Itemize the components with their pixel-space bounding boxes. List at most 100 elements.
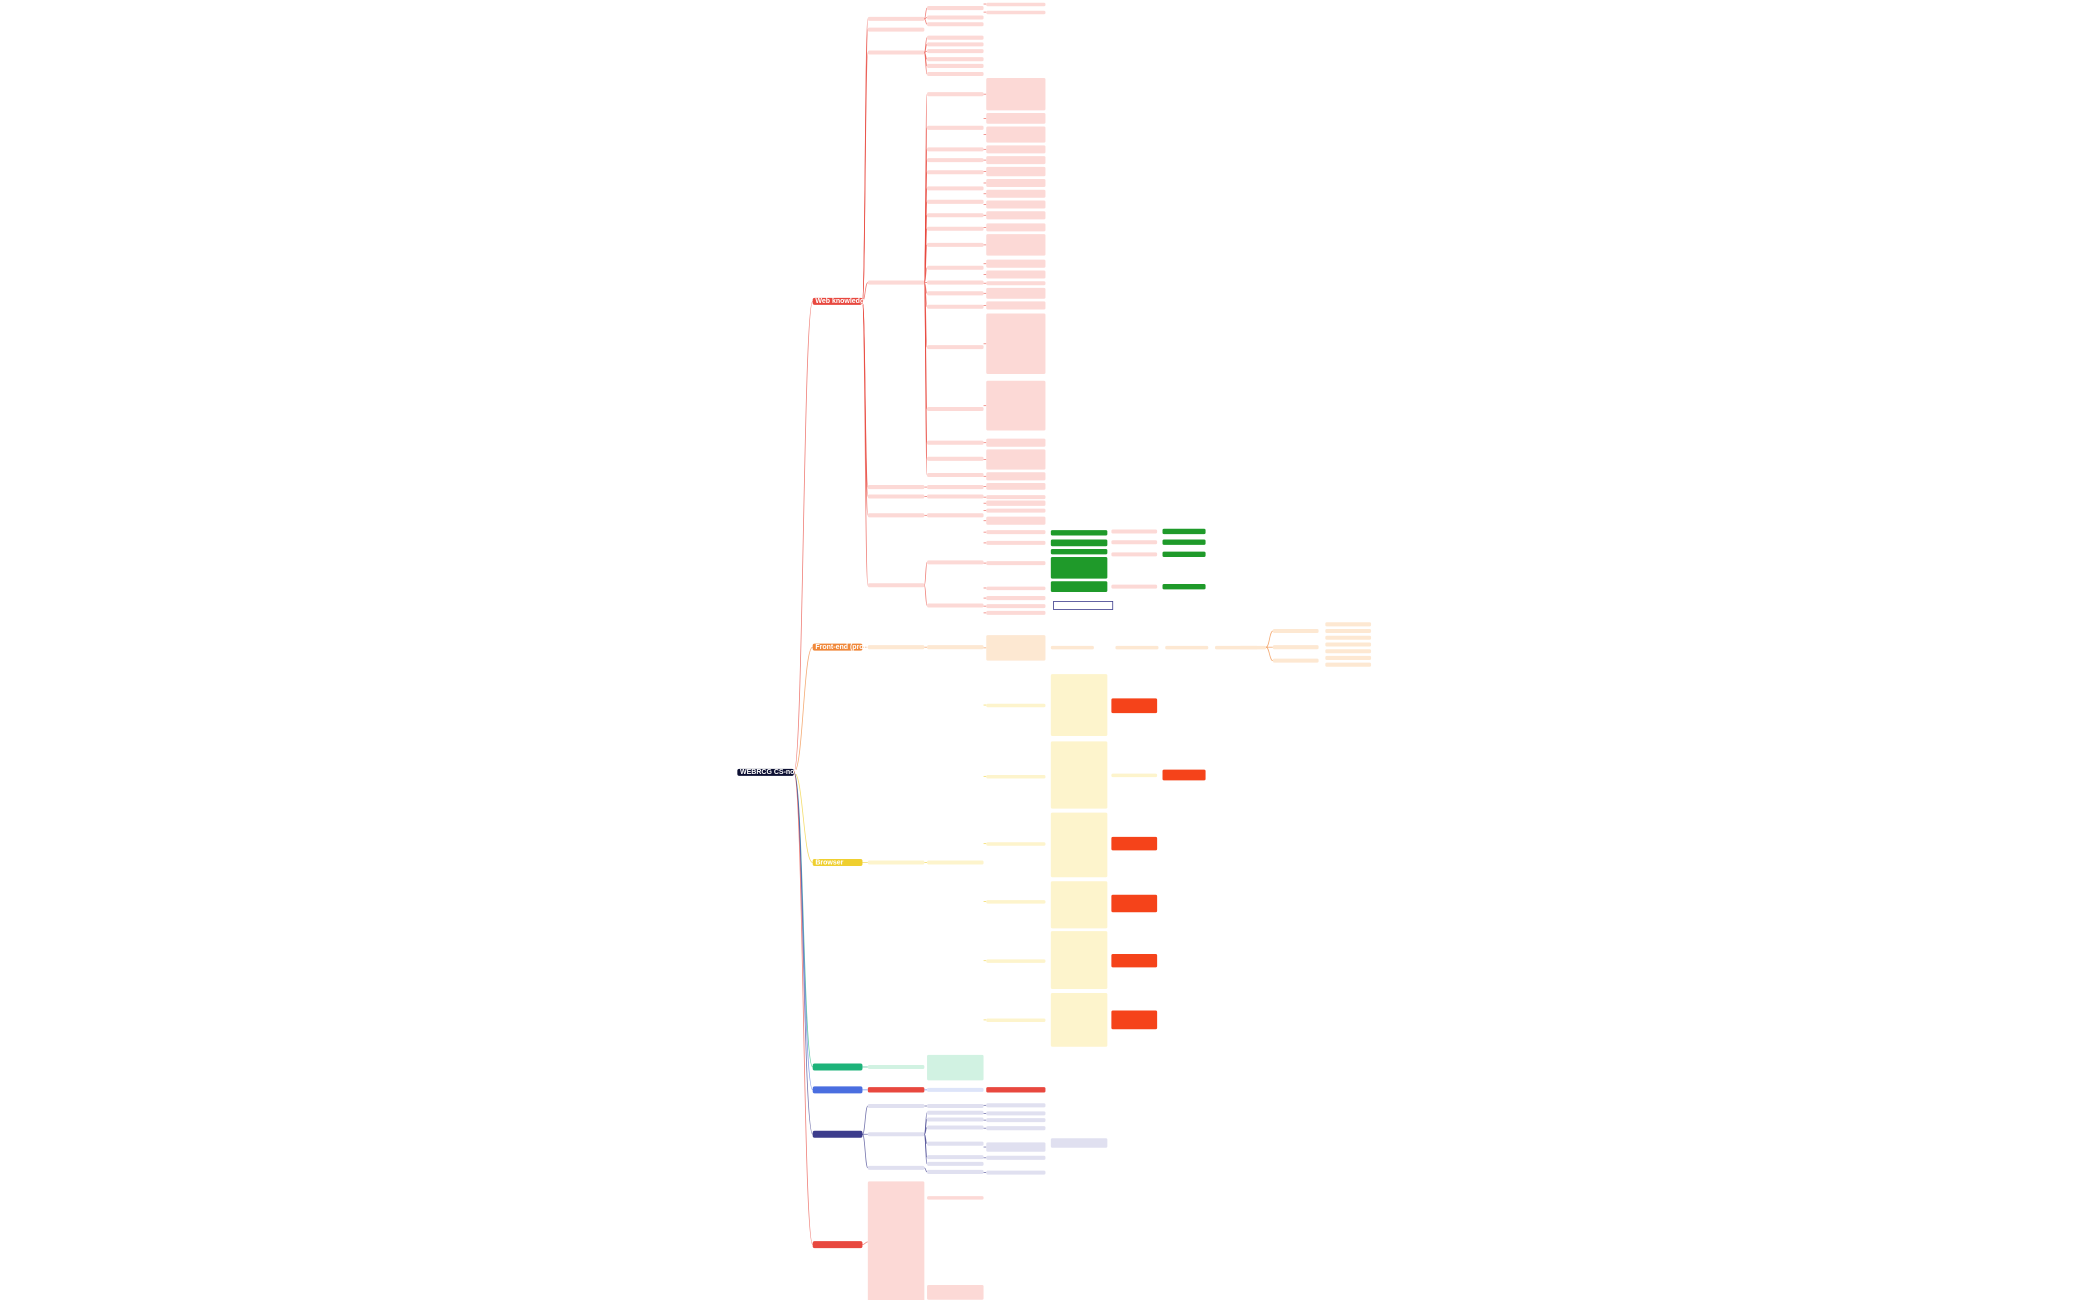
node	[927, 42, 984, 47]
connector	[793, 771, 814, 863]
node	[986, 1118, 1046, 1123]
node	[986, 126, 1046, 143]
node	[867, 1181, 925, 1300]
node	[986, 596, 1046, 601]
node	[1111, 773, 1158, 778]
node	[927, 242, 984, 247]
node	[986, 1126, 1046, 1131]
connector	[923, 52, 928, 75]
node	[1115, 645, 1159, 650]
node	[1050, 557, 1108, 579]
node	[867, 1132, 925, 1137]
node	[867, 1064, 925, 1069]
root-node-label: WEBRCG CS-notes	[740, 769, 805, 776]
node	[1050, 530, 1108, 536]
node	[986, 2, 1046, 7]
node	[1111, 529, 1158, 534]
node	[986, 166, 1046, 177]
branch-node	[812, 1130, 863, 1138]
node	[986, 200, 1046, 209]
node	[927, 15, 984, 20]
node	[986, 775, 1046, 779]
node	[867, 27, 925, 32]
node	[986, 530, 1046, 535]
node	[1325, 662, 1372, 667]
node	[867, 583, 925, 588]
node	[1050, 741, 1108, 809]
node	[927, 456, 984, 461]
node	[1111, 584, 1158, 589]
node	[927, 485, 984, 490]
node	[1325, 622, 1372, 627]
node	[1111, 953, 1158, 968]
node	[986, 610, 1046, 615]
node	[986, 301, 1046, 310]
node	[867, 1087, 925, 1093]
node	[986, 561, 1046, 566]
node	[927, 472, 984, 477]
node	[1050, 1138, 1108, 1148]
connector	[862, 300, 869, 586]
node	[1050, 881, 1108, 929]
connector	[862, 1241, 868, 1245]
connector	[1265, 646, 1274, 662]
node	[986, 281, 1046, 286]
node	[927, 1087, 984, 1092]
node	[986, 438, 1046, 447]
node	[867, 16, 925, 21]
node	[867, 280, 925, 285]
node	[927, 63, 984, 68]
node	[927, 860, 984, 865]
node	[867, 494, 925, 499]
node	[986, 842, 1046, 846]
node	[1325, 642, 1372, 647]
node	[1272, 629, 1319, 634]
connector	[793, 771, 814, 1135]
root-node	[737, 768, 794, 776]
branch-node	[812, 858, 863, 866]
node	[927, 186, 984, 191]
connector	[924, 1167, 928, 1173]
connector	[793, 300, 814, 773]
branch-node	[812, 1063, 863, 1071]
node	[986, 189, 1046, 198]
connector	[923, 282, 928, 476]
node	[927, 645, 984, 650]
node	[927, 603, 984, 608]
branch-node-label: Web knowledge	[815, 298, 868, 305]
node	[927, 1141, 984, 1146]
node	[986, 449, 1046, 470]
node	[986, 380, 1046, 431]
node	[927, 513, 984, 518]
connector	[1265, 630, 1274, 648]
connector	[793, 646, 814, 773]
node	[986, 1111, 1046, 1116]
node	[927, 1103, 984, 1109]
node	[986, 540, 1046, 545]
node	[927, 213, 984, 218]
node	[927, 1169, 984, 1174]
node	[1272, 658, 1319, 663]
node	[927, 1125, 984, 1130]
node	[986, 1142, 1046, 1152]
node	[927, 265, 984, 270]
node	[1325, 655, 1372, 660]
node	[1111, 894, 1158, 913]
node	[927, 1155, 984, 1160]
node	[1050, 581, 1108, 593]
node	[927, 1117, 984, 1122]
node	[867, 485, 925, 490]
node	[986, 270, 1046, 279]
node	[1162, 551, 1206, 558]
connector	[923, 562, 928, 586]
node	[927, 1110, 984, 1115]
node	[927, 35, 984, 40]
node	[867, 50, 925, 55]
node	[927, 226, 984, 231]
node	[927, 199, 984, 204]
connector	[923, 267, 928, 283]
node	[927, 494, 984, 499]
node	[1325, 629, 1372, 634]
branch-node	[812, 643, 863, 651]
